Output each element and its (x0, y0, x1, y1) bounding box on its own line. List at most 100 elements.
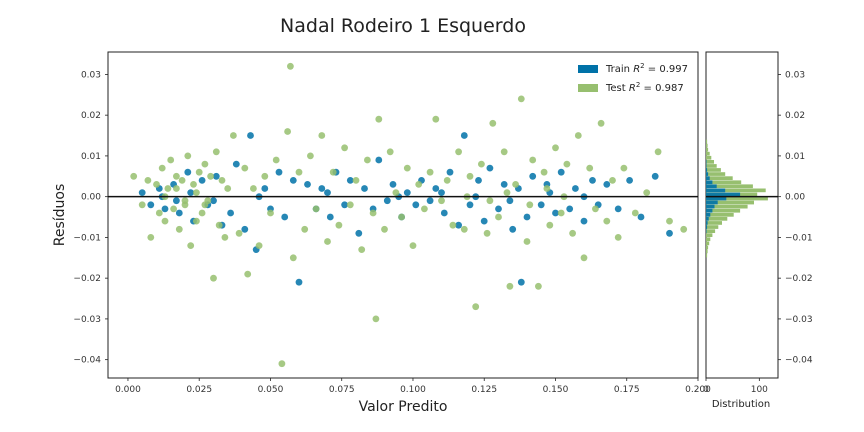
train-point (232, 160, 240, 168)
test-point (680, 225, 688, 233)
test-point (155, 209, 163, 217)
train-point (517, 278, 525, 286)
train-histogram-bar (706, 184, 717, 189)
train-point (198, 177, 206, 184)
test-point (272, 156, 280, 164)
test-histogram-bar (706, 245, 709, 250)
test-point (352, 177, 360, 184)
test-histogram-bar (706, 139, 708, 144)
test-point (147, 234, 155, 241)
test-point (609, 177, 616, 184)
train-point (212, 172, 220, 180)
test-point (543, 185, 551, 192)
test-point (631, 209, 639, 217)
x-tick-label: 0.175 (614, 385, 640, 395)
test-point (535, 282, 542, 290)
train-point (495, 205, 502, 213)
y-tick-label: −0.01 (73, 233, 101, 243)
train-point (173, 197, 180, 205)
test-point (289, 254, 297, 262)
test-histogram-bar (706, 184, 753, 189)
test-point (620, 164, 628, 172)
test-histogram-bar (706, 217, 728, 221)
test-point (466, 172, 474, 180)
train-point (523, 213, 531, 221)
test-point (500, 148, 508, 156)
y-tick-label: −0.03 (73, 315, 101, 325)
test-point (210, 274, 217, 282)
train-point (247, 132, 254, 139)
train-histogram-bar (706, 172, 709, 176)
test-point (181, 197, 189, 205)
test-point (187, 242, 195, 250)
distribution-histogram: 0 100 0.03 0.02 0.01 0.00 −0.01 −0.02 −0.03 −0.0… (703, 51, 813, 395)
test-point (341, 144, 348, 152)
test-point (443, 177, 451, 184)
test-histogram-bar (706, 241, 710, 246)
train-point (138, 189, 146, 197)
test-point (603, 217, 611, 225)
train-point (637, 213, 645, 221)
train-point (295, 278, 303, 286)
train-histogram-bar (706, 180, 713, 185)
train-point (318, 185, 326, 192)
train-point (355, 229, 363, 237)
histogram-bars (706, 139, 768, 258)
train-point (651, 172, 659, 180)
train-point (361, 185, 368, 192)
test-point (540, 168, 548, 176)
test-point (455, 148, 462, 156)
test-histogram-bar (706, 160, 714, 164)
train-point (626, 177, 633, 184)
test-point (569, 229, 576, 237)
train-point (375, 156, 383, 164)
x-tick-label: 0.150 (543, 385, 569, 395)
histogram-x-tick-label: 100 (751, 385, 768, 395)
train-point (446, 168, 454, 176)
train-point (614, 205, 622, 213)
test-point (184, 152, 192, 160)
test-point (215, 221, 223, 229)
train-point (412, 201, 420, 209)
y-axis-ticks: 0.03 0.02 0.01 0.00 −0.01 −0.02 −0.03 −0.04 (73, 70, 108, 366)
test-point (230, 132, 237, 139)
train-point (210, 197, 217, 205)
train-point (281, 213, 289, 221)
train-point (666, 229, 673, 237)
test-point (144, 177, 152, 184)
test-point (244, 270, 252, 278)
test-point (449, 221, 457, 229)
train-point (227, 209, 235, 217)
test-point (261, 172, 269, 180)
x-tick-label: 0.050 (258, 385, 284, 395)
y-tick-label: 0.00 (81, 193, 101, 203)
test-histogram-bar (706, 221, 722, 225)
test-point (415, 181, 423, 188)
test-point (460, 225, 468, 233)
test-histogram-bar (706, 188, 766, 193)
test-point (255, 242, 263, 250)
legend-swatch-train (578, 65, 598, 73)
train-point (383, 197, 391, 205)
y-tick-label: 0.01 (81, 152, 101, 162)
legend: Train R2 = 0.997 Test R2 = 0.987 (572, 58, 692, 100)
test-point (426, 168, 434, 176)
test-point (597, 119, 605, 127)
train-point (603, 181, 611, 188)
train-point (389, 181, 397, 188)
train-point (537, 201, 545, 209)
train-point (304, 181, 311, 188)
main-scatter-plot: 0.000 0.025 0.050 0.075 0.100 0.125 0.150 0.175… (73, 51, 711, 395)
histogram-x-tick-label: 0 (703, 385, 709, 395)
test-point (654, 148, 662, 156)
train-histogram-bar (706, 225, 708, 229)
chart-title: Nadal Rodeiro 1 Esquerdo (280, 15, 526, 37)
train-histogram-bar (706, 160, 707, 164)
test-point (175, 225, 183, 233)
test-point (358, 246, 366, 254)
test-histogram-bar (706, 155, 712, 160)
test-point (483, 229, 491, 237)
test-point (329, 168, 337, 176)
test-histogram-bar (706, 213, 734, 217)
